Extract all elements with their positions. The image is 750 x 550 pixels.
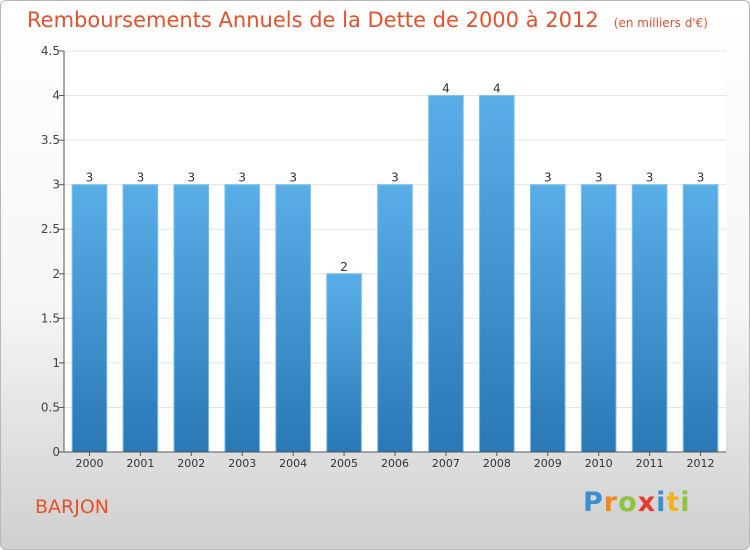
brand-letter: t (666, 487, 681, 518)
bar-2010 (580, 184, 617, 453)
value-label: 3 (137, 171, 145, 185)
value-label: 3 (697, 171, 705, 185)
y-tick-label: 4.5 (41, 44, 60, 58)
brand-letter: i (656, 487, 667, 518)
brand-letter: o (618, 487, 638, 518)
x-tick-label: 2005 (330, 457, 358, 470)
bar-2002 (173, 184, 210, 453)
y-tick-label: 3 (52, 178, 60, 192)
x-tick-label: 2011 (636, 457, 664, 470)
bar-2003 (224, 184, 261, 453)
location-name: BARJON (35, 496, 110, 518)
brand-logo: Proxiti (583, 487, 691, 518)
chart-title: Remboursements Annuels de la Dette de 20… (27, 8, 599, 32)
value-label: 3 (646, 171, 654, 185)
x-tick-label: 2004 (279, 457, 307, 470)
x-tick-label: 2008 (483, 457, 511, 470)
value-label: 4 (442, 82, 450, 96)
value-label: 3 (238, 171, 246, 185)
bar-2012 (682, 184, 719, 453)
x-tick-label: 2006 (381, 457, 409, 470)
bar-2004 (275, 184, 311, 453)
x-tick-label: 2001 (126, 457, 154, 470)
brand-letter: i (680, 487, 691, 518)
y-tick-label: 0 (52, 445, 60, 459)
x-tick-label: 2012 (687, 457, 715, 470)
bar-2000 (71, 184, 108, 453)
brand-letter: P (583, 487, 604, 518)
y-tick-label: 3.5 (41, 133, 60, 147)
y-tick-label: 4 (52, 89, 60, 103)
y-tick-label: 1 (52, 356, 60, 370)
brand-letter: r (603, 487, 619, 518)
y-tick-label: 2.5 (41, 222, 60, 236)
value-label: 3 (544, 171, 552, 185)
x-tick-label: 2003 (228, 457, 256, 470)
bar-2007 (428, 95, 464, 453)
value-label: 3 (391, 171, 399, 185)
x-tick-label: 2009 (534, 457, 562, 470)
value-label: 3 (595, 171, 603, 185)
y-tick-label: 1.5 (41, 311, 60, 325)
y-tick-label: 2 (52, 267, 60, 281)
bar-2005 (326, 273, 362, 453)
x-tick-label: 2000 (75, 457, 103, 470)
bar-2001 (122, 184, 159, 453)
x-tick-label: 2007 (432, 457, 460, 470)
value-label: 4 (493, 82, 501, 96)
chart-title-row: Remboursements Annuels de la Dette de 20… (27, 8, 708, 32)
y-tick-label: 0.5 (41, 400, 60, 414)
bar-2011 (631, 184, 668, 453)
x-tick-label: 2010 (585, 457, 613, 470)
value-label: 3 (187, 171, 195, 185)
brand-letter: x (637, 487, 657, 518)
value-label: 3 (86, 171, 94, 185)
x-tick-label: 2002 (177, 457, 205, 470)
bar-2008 (479, 95, 515, 453)
bar-2009 (529, 184, 566, 453)
value-label: 3 (289, 171, 297, 185)
value-label: 2 (340, 260, 348, 274)
bar-2006 (377, 184, 413, 453)
chart-unit: (en milliers d'€) (613, 16, 708, 30)
